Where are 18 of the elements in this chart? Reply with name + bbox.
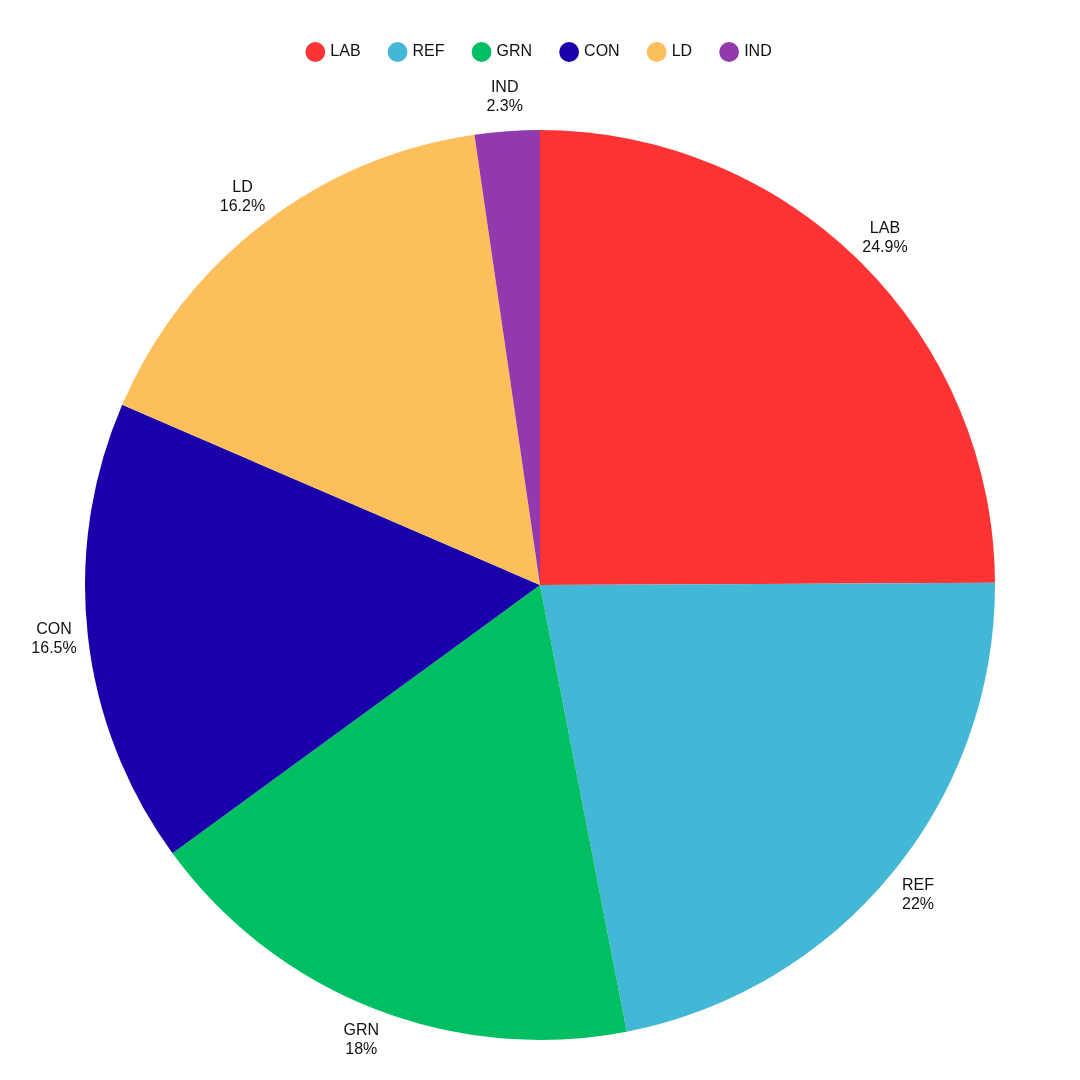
slice-label: CON — [36, 620, 72, 638]
slice-label: LAB — [869, 219, 901, 237]
data-label: 18% — [345, 1040, 378, 1058]
slice-label: LD — [232, 177, 253, 195]
legend-label: REF — [412, 42, 445, 60]
data-label: 16.2% — [219, 196, 266, 214]
data-label: 24.9% — [862, 238, 908, 256]
legend-label: IND — [744, 42, 772, 60]
slice-label: REF — [902, 876, 935, 894]
legend-label: CON — [584, 42, 620, 60]
slice-label: IND — [490, 78, 519, 96]
slice-label: GRN — [343, 1021, 380, 1039]
legend-label: LAB — [330, 42, 361, 60]
legend-label: LD — [671, 42, 693, 60]
data-label: 22% — [902, 895, 935, 913]
legend-label: GRN — [496, 42, 533, 60]
data-label: 2.3% — [486, 97, 523, 115]
data-label: 16.5% — [31, 639, 77, 657]
